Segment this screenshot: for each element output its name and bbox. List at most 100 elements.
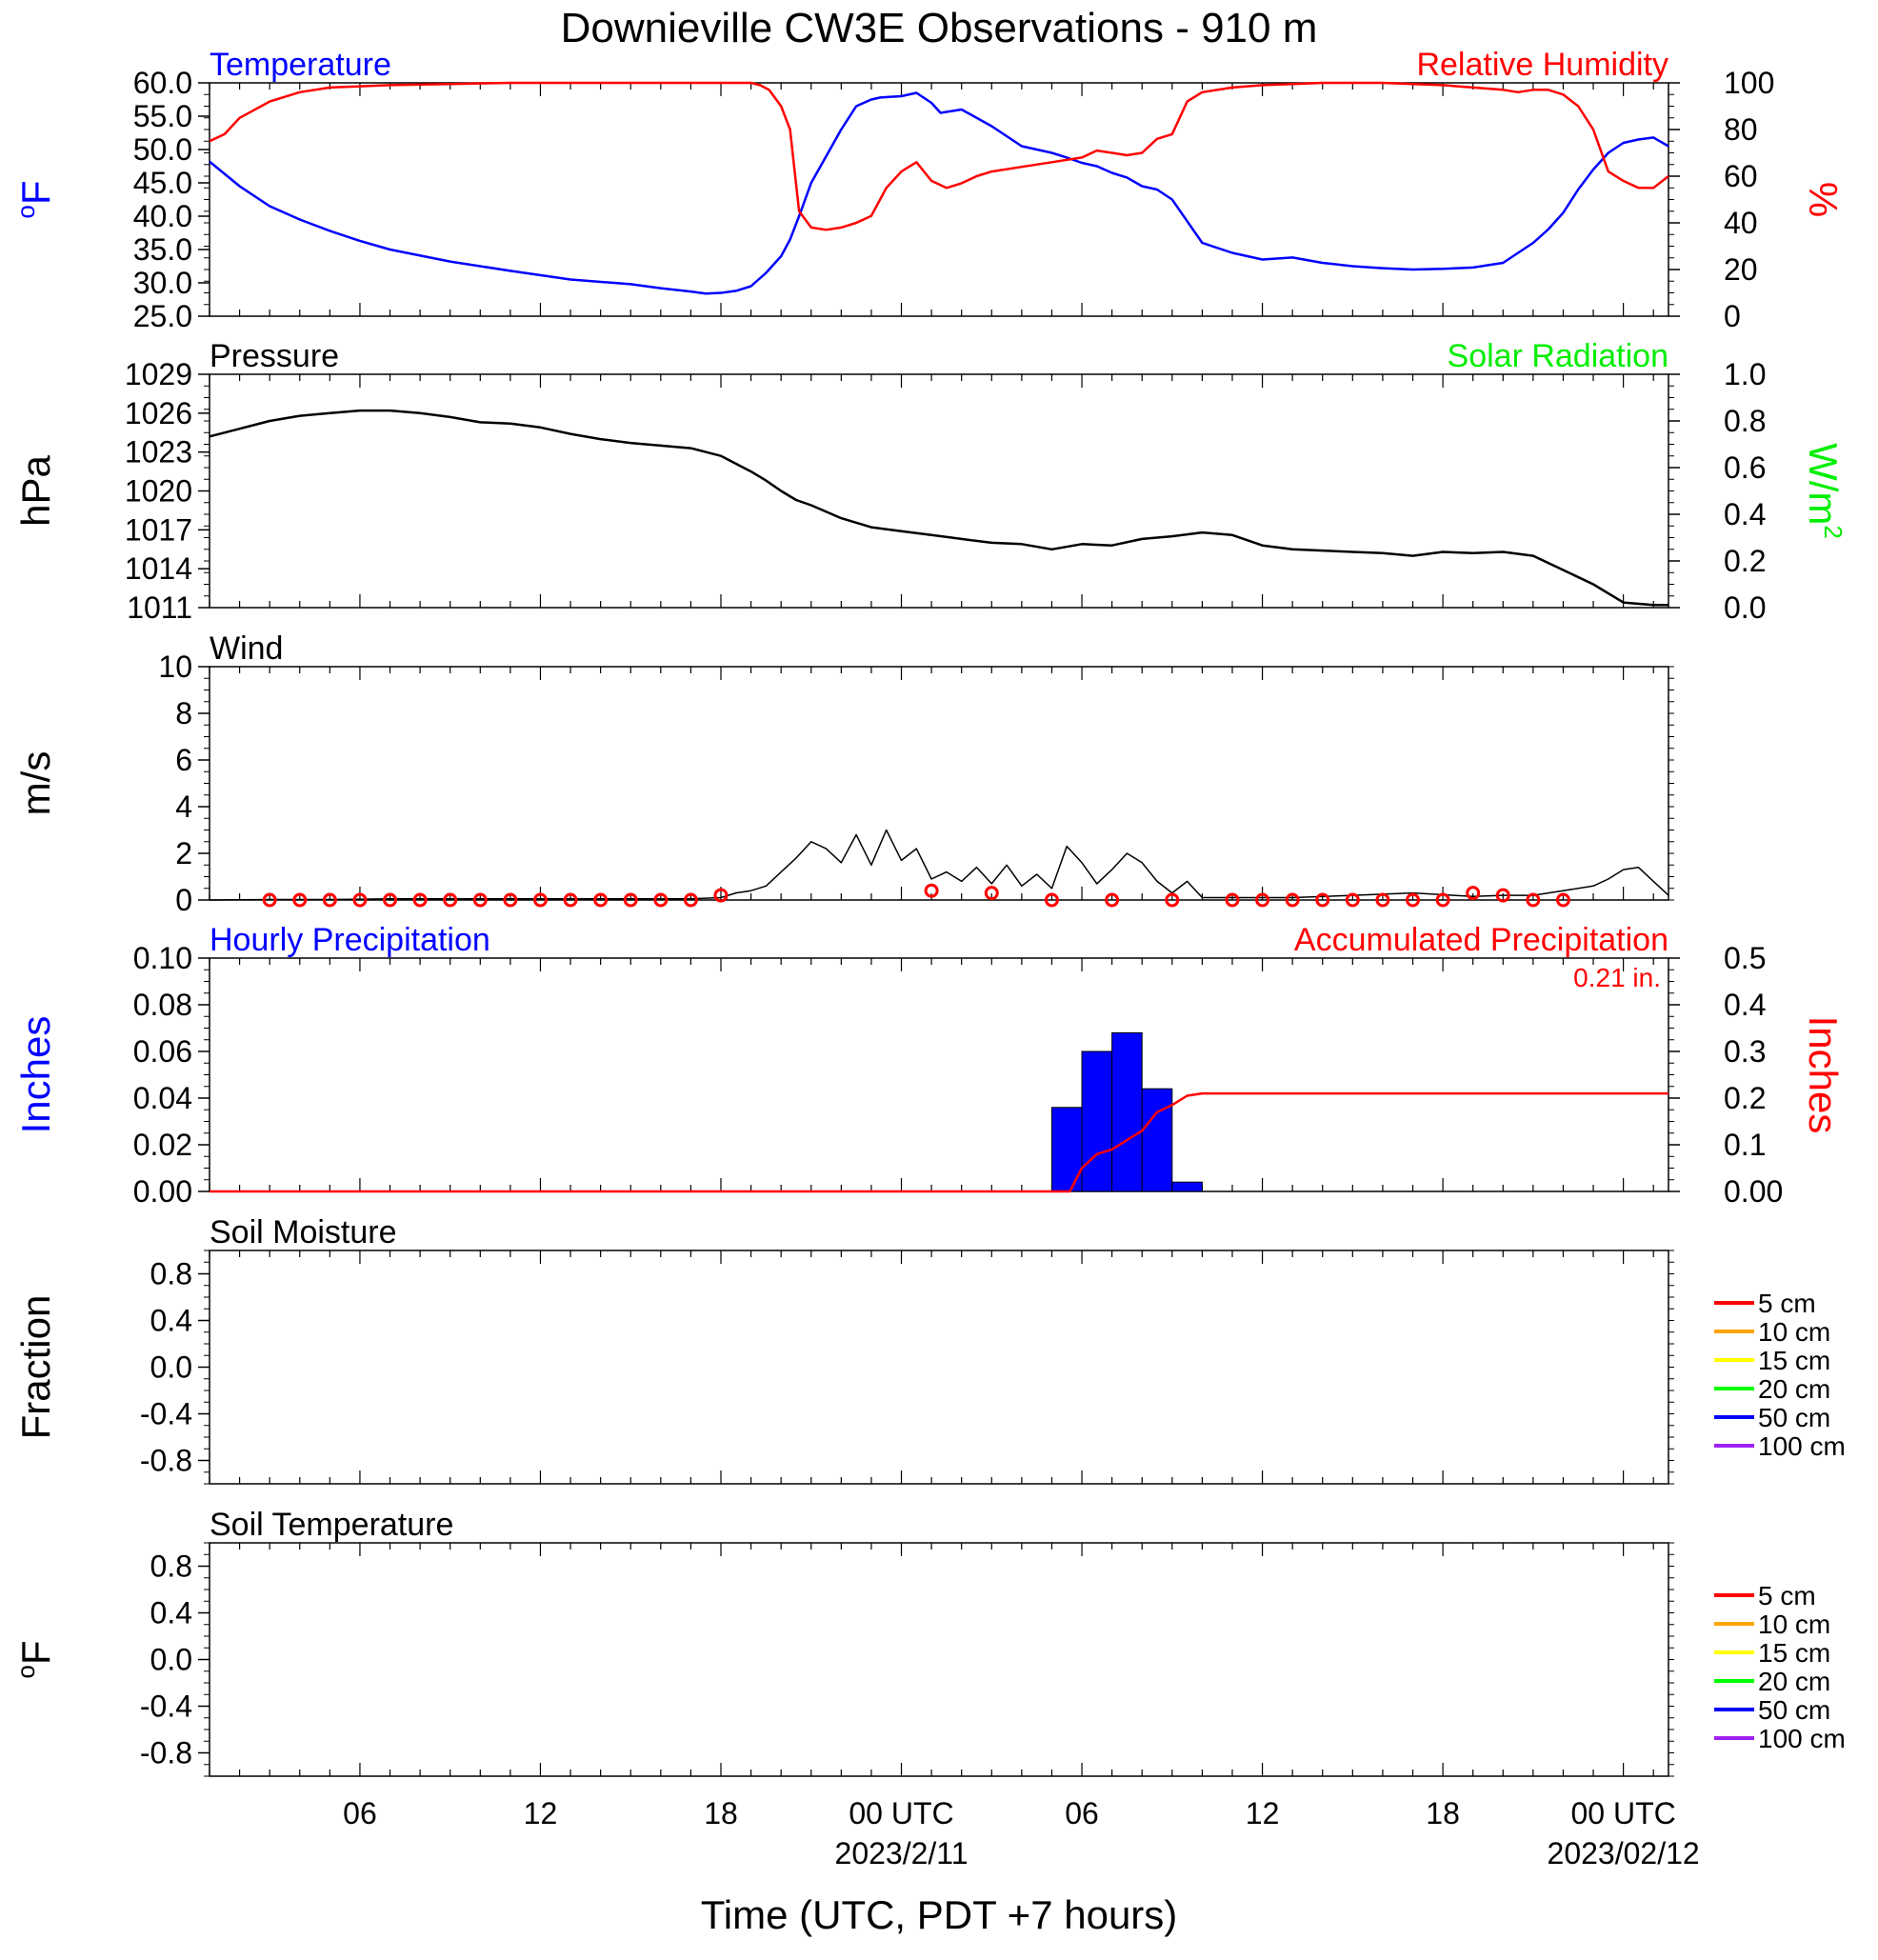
unit-text: F xyxy=(13,180,58,205)
precip-bar xyxy=(1111,1031,1143,1192)
unit-superscript: 2 xyxy=(1819,525,1848,538)
series-line-relative-humidity xyxy=(209,81,1669,231)
panel-precipitation: 0.10 0.08 0.06 0.04 0.02 0.00 0.5 0.4 0.3 0.2 0.1 0… xyxy=(13,922,1846,1209)
y-axis-label-left: m/s xyxy=(13,751,58,816)
wind-obs-marker xyxy=(984,886,999,901)
y-tick-label-left: 10 xyxy=(158,650,192,684)
panels-group: 60.055.050.045.040.035.030.025.010080604… xyxy=(11,47,1848,1777)
y-tick-label-right: 0.2 xyxy=(1724,1081,1766,1115)
wind-obs-marker xyxy=(623,892,638,908)
wind-obs-marker xyxy=(1555,892,1570,908)
y-tick-label-right: 0.2 xyxy=(1724,544,1766,578)
y-axis-label-right: % xyxy=(1801,182,1846,217)
panel-soil-moisture: 0.8 0.4 0.0 -0.4 -0.8 Soil Moisture Fraction 5 … xyxy=(13,1214,1846,1485)
y-tick-label-left: 0.06 xyxy=(133,1034,192,1069)
y-tick-label-left: 8 xyxy=(175,696,192,730)
y-tick-label-left: 1011 xyxy=(127,590,192,625)
x-tick-label: 18 xyxy=(1426,1796,1460,1830)
y-tick-label-right: 0 xyxy=(1724,299,1741,333)
wind-obs-marker xyxy=(503,892,518,908)
x-axis-group: 06 12 18 00 UTC 06 12 18 00 UTC 2023/2/11 2023/02… xyxy=(343,1796,1700,1870)
panel-frame xyxy=(209,1542,1669,1777)
y-tick-label-left: 45.0 xyxy=(133,166,192,200)
y-tick-label-left: 0.10 xyxy=(133,941,192,975)
legend-label: 20 cm xyxy=(1758,1374,1830,1404)
date-label: 2023/02/12 xyxy=(1548,1836,1700,1870)
y-tick-label-left: 1020 xyxy=(125,474,192,509)
wind-obs-marker xyxy=(1165,892,1180,908)
y-tick-label-left: 55.0 xyxy=(133,99,192,133)
panel-temperature-humidity: 60.055.050.045.040.035.030.025.0 100 80 60 4… xyxy=(11,47,1846,333)
date-label: 2023/2/11 xyxy=(835,1836,969,1870)
y-tick-label-right: 80 xyxy=(1724,112,1758,147)
wind-obs-marker xyxy=(472,892,488,908)
y-tick-label-left: 30.0 xyxy=(133,266,192,300)
y-tick-label-left: 1026 xyxy=(125,396,192,430)
wind-obs-marker xyxy=(1495,888,1510,903)
y-tick-label-left: 0 xyxy=(175,883,192,917)
y-tick-label-right: 0.8 xyxy=(1724,404,1766,438)
y-tick-label-left: 60.0 xyxy=(133,66,192,100)
unit-text: W/m xyxy=(1801,443,1846,525)
series-line-wind-speed xyxy=(209,829,1669,901)
wind-obs-marker xyxy=(383,892,398,908)
y-tick-label-right: 0.6 xyxy=(1724,450,1766,485)
y-tick-label-left: 0.08 xyxy=(133,988,192,1022)
y-tick-label-left: 1029 xyxy=(125,357,192,391)
panel-right-title: Accumulated Precipitation xyxy=(1294,922,1668,958)
legend-label: 5 cm xyxy=(1758,1581,1816,1610)
wind-obs-marker xyxy=(1225,892,1240,908)
panel-frame xyxy=(209,666,1669,901)
y-tick-label-left: 1017 xyxy=(125,512,192,547)
degree-superscript: o xyxy=(11,1665,40,1678)
wind-obs-marker xyxy=(1345,892,1360,908)
y-tick-label-left: 35.0 xyxy=(133,232,192,267)
y-tick-label-left: 0.8 xyxy=(150,1550,192,1584)
series-line-accumulated-precipitation xyxy=(210,1091,1668,1193)
legend-label: 100 cm xyxy=(1758,1431,1846,1461)
y-tick-label-left: 0.8 xyxy=(150,1257,192,1291)
x-tick-label: 00 UTC xyxy=(1570,1796,1675,1830)
x-tick-label: 12 xyxy=(524,1796,558,1830)
legend-label: 15 cm xyxy=(1758,1346,1830,1375)
wind-obs-marker xyxy=(593,892,609,908)
y-axis-label-left: Fraction xyxy=(13,1295,58,1440)
y-tick-label-right: 60 xyxy=(1724,159,1758,193)
y-tick-label-left: -0.8 xyxy=(140,1444,192,1478)
x-tick-label: 12 xyxy=(1246,1796,1280,1830)
x-tick-label: 06 xyxy=(1065,1796,1099,1830)
wind-obs-marker xyxy=(1526,892,1541,908)
y-tick-label-left: 0.0 xyxy=(150,1643,192,1677)
wind-obs-marker xyxy=(1285,892,1300,908)
wind-obs-marker xyxy=(713,888,729,903)
y-tick-label-right: 0.4 xyxy=(1724,497,1766,531)
figure-title: Downieville CW3E Observations - 910 m xyxy=(561,5,1318,51)
y-tick-label-right: 40 xyxy=(1724,206,1758,240)
panel-left-title: Soil Temperature xyxy=(210,1507,453,1543)
degree-superscript: o xyxy=(11,205,40,218)
wind-obs-marker xyxy=(292,892,308,908)
y-tick-label-left: 6 xyxy=(175,743,192,777)
wind-obs-marker xyxy=(1315,892,1330,908)
y-tick-label-right: 100 xyxy=(1724,66,1774,100)
panel-left-title: Wind xyxy=(210,630,283,667)
y-tick-label-left: 0.4 xyxy=(150,1304,192,1338)
y-tick-label-left: 4 xyxy=(175,790,192,824)
y-tick-label-left: 1014 xyxy=(125,551,192,586)
y-tick-label-left: 0.04 xyxy=(133,1081,192,1115)
y-tick-label-right: 0.3 xyxy=(1724,1034,1766,1069)
panel-frame xyxy=(209,957,1669,1192)
y-tick-label-right: 0.00 xyxy=(1724,1174,1783,1209)
y-tick-label-right: 0.1 xyxy=(1724,1128,1766,1162)
wind-obs-marker xyxy=(1406,892,1421,908)
x-tick-label: 00 UTC xyxy=(849,1796,953,1830)
y-tick-label-right: 1.0 xyxy=(1724,357,1766,391)
legend-label: 100 cm xyxy=(1758,1724,1846,1753)
wind-obs-marker xyxy=(443,892,458,908)
wind-obs-marker xyxy=(1105,892,1120,908)
panel-frame xyxy=(209,373,1669,609)
precip-bar xyxy=(1171,1181,1203,1192)
